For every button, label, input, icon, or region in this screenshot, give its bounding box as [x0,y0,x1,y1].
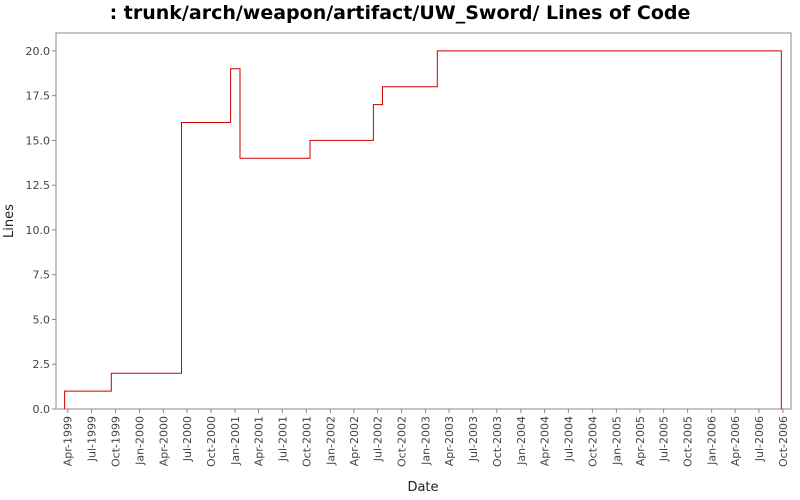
y-tick-label: 0.0 [33,403,51,416]
x-tick-label: Jul-2004 [562,416,575,462]
y-tick-label: 2.5 [33,358,51,371]
x-tick-label: Oct-2001 [300,416,313,467]
x-tick-label: Jul-2000 [181,416,194,462]
x-tick-label: Apr-2005 [634,416,647,466]
y-tick-label: 15.0 [26,134,51,147]
x-tick-label: Oct-2003 [491,416,504,467]
x-tick-label: Jan-2000 [134,416,147,466]
x-axis-label: Date [407,480,438,495]
x-tick-label: Jul-2001 [276,416,289,462]
x-tick-label: Oct-2004 [586,416,599,467]
x-tick-label: Apr-2000 [157,416,170,466]
y-tick-label: 17.5 [26,90,51,103]
y-tick-label: 12.5 [26,179,51,192]
series-line [64,50,782,409]
y-tick-label: 20.0 [26,45,51,58]
x-tick-label: Jul-2003 [467,416,480,462]
x-tick-label: Jan-2006 [706,416,719,466]
x-tick-label: Apr-2006 [729,416,742,466]
x-tick-label: Apr-2002 [348,416,361,466]
x-tick-label: Jan-2005 [610,416,623,466]
x-tick-label: Apr-2004 [539,416,552,466]
x-tick-label: Jul-2002 [372,416,385,462]
x-tick-label: Jul-2006 [753,416,766,462]
x-tick-label: Jul-1999 [85,416,98,462]
x-tick-label: Jan-2003 [420,416,433,466]
x-tick-label: Jan-2002 [324,416,337,466]
series-layer [64,50,782,409]
chart-title: : trunk/arch/weapon/artifact/UW_Sword/ L… [109,2,691,24]
x-tick-label: Oct-2005 [682,416,695,467]
y-tick-label: 7.5 [33,269,51,282]
y-tick-label: 10.0 [26,224,51,237]
x-tick-label: Apr-2001 [253,416,266,466]
x-tick-label: Oct-1999 [110,416,123,467]
x-tick-label: Oct-2000 [205,416,218,467]
x-tick-label: Jul-2005 [658,416,671,462]
x-axis: Apr-1999 Jul-1999 Oct-1999 Jan-2000 Apr-2000… [62,409,790,467]
plot-area [55,32,792,410]
x-tick-label: Apr-1999 [62,416,75,466]
x-tick-label: Oct-2006 [777,416,790,467]
y-tick-label: 5.0 [33,313,51,326]
y-axis-label: Lines [2,204,17,238]
y-axis: 0.0 2.5 5.0 7.5 10.0 12.5 15.0 17.5 20.0 [26,45,56,416]
x-tick-label: Jan-2001 [229,416,242,466]
x-tick-label: Jan-2004 [515,416,528,466]
x-tick-label: Apr-2003 [443,416,456,466]
x-tick-label: Oct-2002 [396,416,409,467]
